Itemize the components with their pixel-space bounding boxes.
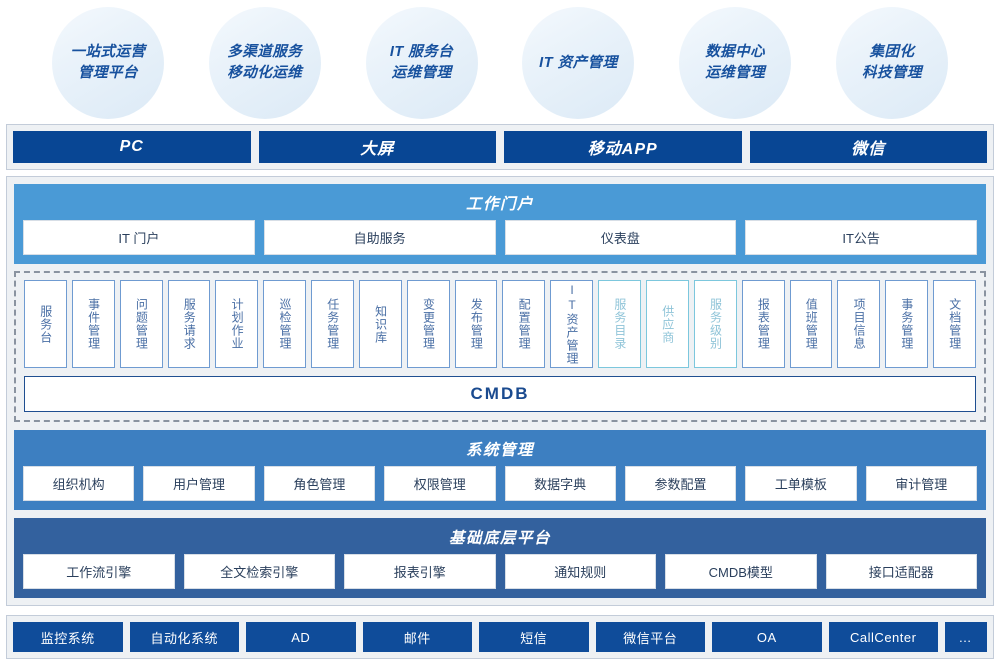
cmdb-bar[interactable]: CMDB: [24, 376, 976, 412]
capability-circle-line1: 多渠道服务: [227, 44, 303, 61]
integration-wechat-platform[interactable]: 微信平台: [595, 622, 705, 652]
system-management-section: 系统管理 组织机构 用户管理 角色管理 权限管理 数据字典 参数配置 工单模板 …: [14, 430, 986, 510]
integration-automation-system[interactable]: 自动化系统: [129, 622, 239, 652]
base-platform-title: 基础底层平台: [448, 530, 551, 547]
module-planned-job[interactable]: 计划作业: [215, 280, 259, 368]
base-item-notification-rule[interactable]: 通知规则: [504, 554, 656, 589]
channel-button-mobile-app[interactable]: 移动APP: [504, 131, 742, 163]
integration-email[interactable]: 邮件: [362, 622, 472, 652]
module-service-level[interactable]: 服务级别: [693, 280, 737, 368]
base-item-workflow-engine[interactable]: 工作流引擎: [23, 554, 175, 589]
module-supplier[interactable]: 供应商: [645, 280, 689, 368]
capability-circle-line1: 集团化: [869, 44, 915, 61]
itsm-module-region: 服务台 事件管理 问题管理 服务请求 计划作业 巡检管理 任务管理 知识库 变更…: [14, 271, 986, 422]
channel-button-wechat[interactable]: 微信: [749, 131, 987, 163]
system-management-item-row: 组织机构 用户管理 角色管理 权限管理 数据字典 参数配置 工单模板 审计管理: [23, 466, 977, 501]
portal-item-dashboard[interactable]: 仪表盘: [504, 220, 737, 255]
integration-ad[interactable]: AD: [246, 622, 356, 652]
integration-more-ellipsis[interactable]: …: [945, 622, 987, 652]
module-knowledge-base[interactable]: 知识库: [358, 280, 402, 368]
module-inspection-management[interactable]: 巡检管理: [263, 280, 307, 368]
module-project-info[interactable]: 项目信息: [837, 280, 881, 368]
module-change-management[interactable]: 变更管理: [406, 280, 450, 368]
integration-monitoring-system[interactable]: 监控系统: [13, 622, 123, 652]
base-platform-item-row: 工作流引擎 全文检索引擎 报表引擎 通知规则 CMDB模型 接口适配器: [23, 554, 977, 589]
module-problem-management[interactable]: 问题管理: [119, 280, 163, 368]
base-item-report-engine[interactable]: 报表引擎: [344, 554, 496, 589]
sys-item-role-management[interactable]: 角色管理: [263, 466, 376, 501]
capability-circle[interactable]: IT 资产管理: [522, 7, 635, 119]
portal-item-it-portal[interactable]: IT 门户: [23, 220, 255, 255]
capability-circle-line2: 运维管理: [705, 65, 766, 81]
integration-bar: 监控系统 自动化系统 AD 邮件 短信 微信平台 OA CallCenter …: [6, 615, 994, 659]
system-management-title: 系统管理: [465, 442, 534, 459]
module-it-asset-management[interactable]: IT资产管理: [550, 280, 594, 368]
capability-circle[interactable]: IT 服务台 运维管理: [365, 7, 478, 119]
work-portal-item-row: IT 门户 自助服务 仪表盘 IT公告: [23, 220, 977, 255]
capability-circle[interactable]: 多渠道服务 移动化运维: [208, 7, 321, 119]
capability-circle-row: 一站式运营 管理平台 多渠道服务 移动化运维 IT 服务台 运维管理 IT 资产…: [0, 0, 1000, 120]
module-document-management[interactable]: 文档管理: [933, 280, 976, 368]
integration-oa[interactable]: OA: [712, 622, 822, 652]
platform-body-panel: 工作门户 IT 门户 自助服务 仪表盘 IT公告 服务台 事件管理 问题管理 服…: [6, 176, 994, 606]
work-portal-title: 工作门户: [465, 196, 534, 213]
module-duty-management[interactable]: 值班管理: [789, 280, 833, 368]
channel-bar: PC 大屏 移动APP 微信: [6, 124, 994, 170]
sys-item-parameter-config[interactable]: 参数配置: [624, 466, 737, 501]
capability-circle[interactable]: 数据中心 运维管理: [679, 7, 792, 119]
module-service-request[interactable]: 服务请求: [167, 280, 211, 368]
sys-item-user-management[interactable]: 用户管理: [143, 466, 255, 501]
module-service-desk[interactable]: 服务台: [24, 280, 67, 368]
capability-circle-line2: 管理平台: [78, 65, 138, 81]
module-report-management[interactable]: 报表管理: [741, 280, 785, 368]
module-incident-management[interactable]: 事件管理: [71, 280, 115, 368]
portal-item-self-service[interactable]: 自助服务: [263, 220, 496, 255]
sys-item-ticket-template[interactable]: 工单模板: [745, 466, 857, 501]
sys-item-audit-management[interactable]: 审计管理: [865, 466, 977, 501]
capability-circle-line2: 科技管理: [861, 65, 922, 81]
sys-item-permission-management[interactable]: 权限管理: [384, 466, 496, 501]
capability-circle-line2: 移动化运维: [227, 65, 303, 81]
capability-circle-line1: IT 资产管理: [539, 54, 618, 71]
capability-circle-line1: 一站式运营: [70, 44, 146, 61]
capability-circle-line1: IT 服务台: [389, 44, 454, 61]
portal-item-it-bulletin[interactable]: IT公告: [745, 220, 977, 255]
capability-circle[interactable]: 集团化 科技管理: [835, 7, 948, 119]
base-platform-section: 基础底层平台 工作流引擎 全文检索引擎 报表引擎 通知规则 CMDB模型 接口适…: [14, 518, 986, 598]
capability-circle-line2: 运维管理: [391, 65, 452, 81]
base-item-interface-adapter[interactable]: 接口适配器: [825, 554, 977, 589]
itsm-module-row: 服务台 事件管理 问题管理 服务请求 计划作业 巡检管理 任务管理 知识库 变更…: [24, 280, 976, 368]
base-item-fulltext-search-engine[interactable]: 全文检索引擎: [183, 554, 335, 589]
capability-circle-line1: 数据中心: [705, 44, 766, 61]
module-configuration-management[interactable]: 配置管理: [502, 280, 546, 368]
integration-sms[interactable]: 短信: [479, 622, 589, 652]
base-item-cmdb-model[interactable]: CMDB模型: [665, 554, 817, 589]
module-affairs-management[interactable]: 事务管理: [885, 280, 929, 368]
module-release-management[interactable]: 发布管理: [454, 280, 498, 368]
capability-circle[interactable]: 一站式运营 管理平台: [52, 7, 164, 119]
sys-item-organization[interactable]: 组织机构: [23, 466, 135, 501]
channel-button-bigscreen[interactable]: 大屏: [258, 131, 496, 163]
sys-item-data-dictionary[interactable]: 数据字典: [504, 466, 616, 501]
module-task-management[interactable]: 任务管理: [311, 280, 354, 368]
channel-button-pc[interactable]: PC: [13, 131, 251, 163]
work-portal-section: 工作门户 IT 门户 自助服务 仪表盘 IT公告: [14, 184, 986, 264]
module-service-catalog[interactable]: 服务目录: [598, 280, 641, 368]
integration-callcenter[interactable]: CallCenter: [828, 622, 938, 652]
